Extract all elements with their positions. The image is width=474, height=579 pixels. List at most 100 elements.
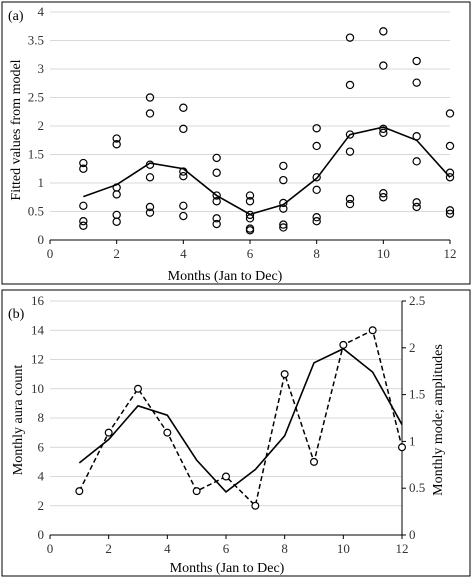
- panel-b-amplitude-line: [78, 347, 403, 494]
- panel-a-point: [312, 185, 321, 195]
- panel-a-point: [445, 141, 455, 151]
- panel-b-x-tick-label: 4: [164, 541, 171, 556]
- panel-a-point: [145, 93, 155, 102]
- panel-b-count-point: [192, 487, 201, 496]
- panel-b-x-tick-label: 8: [281, 541, 288, 556]
- panel-a-point: [445, 206, 455, 215]
- panel-b-y-axis-label: Monthly aura count: [11, 365, 26, 476]
- panel-a-point: [379, 61, 388, 70]
- panel-a-y-tick-label: 3: [38, 61, 45, 76]
- panel-a-point: [345, 33, 355, 42]
- panel-a-y-tick-label: 0: [38, 232, 45, 247]
- panel-b-count-point: [75, 487, 84, 496]
- panel-a-point: [245, 197, 255, 206]
- panel-a-point: [212, 168, 221, 177]
- panel-a-point: [112, 140, 121, 149]
- panel-a-point: [79, 221, 88, 230]
- panel-b-y2-tick-label: 2.5: [409, 293, 425, 308]
- panel-a-x-tick-label: 0: [47, 246, 54, 261]
- panel-b-y2-tick-label: 1.5: [409, 387, 425, 402]
- panel-a-point: [412, 198, 421, 207]
- panel-a-point: [379, 27, 388, 36]
- panel-b-count-point: [368, 326, 377, 335]
- panel-b-count-point: [134, 384, 143, 393]
- panel-a-label: (a): [8, 9, 24, 24]
- panel-b-count-point: [280, 370, 289, 379]
- panel-a-point: [379, 128, 388, 138]
- panel-a-point: [345, 194, 355, 204]
- panel-b-y-tick-label: 12: [31, 352, 44, 367]
- panel-a-point: [279, 198, 288, 208]
- panel-a-point: [145, 208, 155, 217]
- panel-b-y2-axis-label: Monthly mode; amplitudes: [431, 344, 446, 496]
- panel-b-y-tick-label: 2: [38, 498, 45, 513]
- panel-a-point: [245, 191, 255, 200]
- panel-b-x-tick-label: 2: [105, 541, 112, 556]
- panel-a-point: [112, 183, 121, 192]
- panel-b-count-point: [339, 340, 348, 349]
- panel-b-y-tick-label: 16: [31, 293, 45, 308]
- panel-a-x-tick-label: 8: [313, 246, 320, 261]
- panel-a-point: [79, 201, 88, 210]
- panel-a-point: [312, 212, 321, 222]
- panel-a-chart: 0 0.5 1 1.5 2 2.5 3 3.5 4 0 2 4 6 8 10 12 (a) Months (J…: [1, 1, 471, 285]
- panel-a-y-tick-label: 2.5: [28, 90, 44, 105]
- panel-a-point: [312, 124, 321, 133]
- panel-a-fitted-line: [83, 126, 451, 216]
- panel-a-point: [312, 173, 321, 182]
- panel-b-y-tick-label: 10: [31, 381, 44, 396]
- panel-a-point: [212, 214, 221, 223]
- panel-a-point: [79, 216, 88, 226]
- panel-a-point: [212, 153, 221, 163]
- panel-a-point: [212, 191, 221, 200]
- panel-b-count-point: [310, 457, 319, 466]
- panel-b-count-point: [251, 501, 260, 510]
- panel-a-point: [312, 216, 321, 226]
- panel-a-point: [379, 189, 388, 198]
- panel-a-point: [145, 202, 155, 212]
- panel-a-point: [279, 220, 288, 229]
- panel-a-point: [245, 214, 255, 223]
- panel-b-count-line: [78, 329, 403, 508]
- panel-b-count-point: [163, 428, 172, 437]
- panel-a-point: [345, 199, 355, 209]
- panel-a-point: [145, 109, 155, 118]
- panel-a-point: [345, 147, 355, 156]
- panel-a-y-tick-label: 4: [38, 4, 45, 19]
- panel-a-point: [179, 171, 188, 181]
- panel-a-point: [112, 210, 121, 220]
- panel-a-point: [179, 167, 188, 176]
- panel-a-x-axis-label: Months (Jan to Dec): [168, 269, 283, 284]
- panel-a-point: [412, 78, 421, 87]
- panel-b-count-point: [104, 428, 113, 437]
- panel-b-label: (b): [8, 307, 25, 322]
- panel-a-axes: [49, 239, 451, 244]
- panel-a-point: [379, 193, 388, 202]
- panel-b-axes: [49, 300, 406, 539]
- panel-a-point: [179, 124, 188, 134]
- panel-a-point: [112, 134, 121, 143]
- panel-a-point: [412, 132, 421, 141]
- panel-a-y-tick-label: 1: [38, 175, 45, 190]
- panel-a-point: [279, 175, 288, 185]
- panel-b-y2-tick-label: 0: [409, 527, 416, 542]
- panel-a-x-tick-label: 4: [180, 246, 187, 261]
- panel-a-x-tick-label: 2: [113, 246, 120, 261]
- panel-b-chart: 0 2 4 6 8 10 12 14 16 0 0.5 1 1.5 2 2.5 0 2 4 6 8 10 12 (b) M…: [1, 289, 471, 577]
- panel-b-series: [78, 329, 403, 508]
- panel-a-point: [179, 103, 188, 112]
- panel-a-y-axis-label: Fitted values from model: [9, 59, 24, 200]
- panel-a-point: [145, 160, 155, 169]
- panel-b-count-point: [398, 443, 407, 452]
- panel-a-point: [245, 210, 255, 220]
- panel-a-point: [345, 130, 355, 139]
- panel-a-point: [412, 157, 421, 166]
- panel-a-y-tick-label: 1.5: [28, 147, 44, 162]
- panel-b-tick-labels: 0 2 4 6 8 10 12 14 16 0 0.5 1 1.5 2 2.5 0 2 4 6 8 10 12: [31, 293, 425, 556]
- panel-b-y2-tick-label: 2: [409, 340, 416, 355]
- panel-a-x-tick-label: 10: [377, 246, 390, 261]
- panel-a-grid: [50, 11, 450, 212]
- panel-a-y-tick-label: 3.5: [28, 33, 44, 48]
- panel-b-y-tick-label: 8: [38, 410, 45, 425]
